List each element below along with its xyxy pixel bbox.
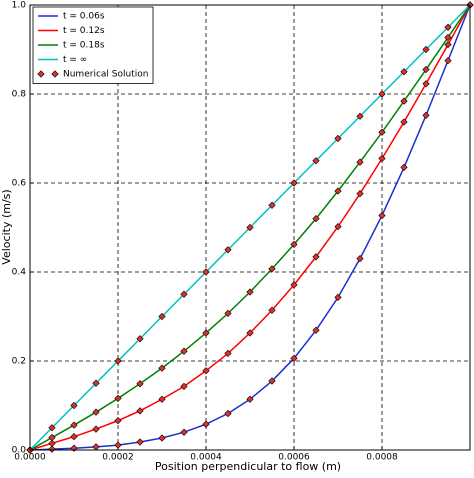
y-tick-label: 0.2: [12, 357, 26, 367]
numerical-marker: [202, 367, 210, 375]
numerical-marker: [224, 309, 232, 318]
legend-label: Numerical Solution: [63, 70, 148, 80]
numerical-marker: [202, 420, 210, 428]
numerical-marker: [180, 290, 188, 298]
numerical-marker: [246, 329, 254, 337]
y-axis-label: Velocity (m/s): [0, 189, 13, 264]
y-tick-label: 0.4: [12, 268, 27, 278]
numerical-marker: [422, 65, 430, 74]
numerical-marker: [444, 57, 452, 65]
numerical-marker: [422, 80, 430, 88]
numerical-marker: [136, 380, 144, 388]
numerical-marker: [356, 190, 364, 198]
numerical-marker: [158, 395, 166, 403]
numerical-marker: [312, 157, 320, 165]
numerical-marker: [158, 364, 166, 372]
numerical-marker: [92, 379, 100, 387]
numerical-marker: [400, 163, 408, 172]
numerical-marker: [290, 281, 298, 289]
numerical-marker: [378, 154, 386, 163]
numerical-marker: [114, 441, 122, 449]
numerical-marker: [202, 329, 210, 337]
legend-label: t = 0.12s: [63, 26, 105, 36]
numerical-marker: [400, 68, 408, 76]
numerical-marker: [268, 306, 276, 314]
y-tick-label: 0.8: [12, 90, 27, 100]
x-tick-label: 0.0006: [278, 453, 310, 463]
x-tick-label: 0.0002: [102, 453, 134, 463]
numerical-marker: [356, 255, 364, 263]
y-tick-label: 1.0: [12, 1, 27, 11]
x-tick-label: 0.0000: [14, 453, 46, 463]
numerical-marker: [334, 293, 342, 301]
numerical-marker: [378, 128, 386, 136]
numerical-marker: [334, 134, 342, 143]
numerical-marker: [268, 265, 276, 273]
numerical-marker: [356, 158, 364, 166]
numerical-marker: [114, 417, 122, 425]
numerical-marker: [48, 424, 56, 432]
y-tick-label: 0.6: [12, 179, 27, 189]
numerical-marker: [290, 240, 298, 249]
numerical-marker: [312, 214, 320, 223]
numerical-marker: [312, 326, 320, 334]
numerical-marker: [92, 443, 100, 451]
numerical-marker: [224, 409, 232, 418]
numerical-marker: [268, 377, 276, 385]
numerical-marker: [92, 408, 100, 416]
numerical-marker: [334, 187, 342, 195]
numerical-marker: [48, 439, 56, 447]
numerical-marker: [136, 335, 144, 343]
x-tick-label: 0.0004: [190, 453, 222, 463]
numerical-marker: [224, 246, 232, 254]
numerical-marker: [290, 179, 298, 187]
numerical-marker: [400, 118, 408, 126]
numerical-marker: [48, 445, 56, 453]
numerical-marker: [202, 268, 210, 276]
numerical-marker: [70, 421, 78, 429]
numerical-marker: [356, 112, 364, 120]
numerical-marker: [268, 201, 276, 209]
numerical-marker: [48, 433, 56, 442]
numerical-marker: [70, 401, 78, 410]
x-axis-label: Position perpendicular to flow (m): [155, 460, 341, 473]
numerical-marker: [70, 433, 78, 441]
plot-frame: [29, 4, 471, 451]
numerical-marker: [92, 425, 100, 433]
numerical-marker: [246, 223, 254, 232]
numerical-marker: [378, 90, 386, 98]
legend-swatch: [51, 70, 59, 78]
numerical-marker: [158, 434, 166, 442]
numerical-marker: [422, 45, 430, 54]
numerical-marker: [378, 211, 386, 220]
numerical-marker: [180, 428, 188, 436]
numerical-marker: [224, 349, 232, 358]
numerical-marker: [180, 347, 188, 355]
numerical-marker: [246, 395, 254, 403]
numerical-marker: [114, 394, 122, 403]
numerical-marker: [136, 407, 144, 415]
numerical-marker: [180, 382, 188, 390]
legend-swatch: [37, 70, 45, 78]
numerical-marker: [444, 23, 452, 31]
legend-label: t = 0.18s: [63, 41, 105, 51]
legend-label: t = 0.06s: [63, 12, 105, 22]
numerical-marker: [290, 354, 298, 362]
numerical-marker: [312, 253, 320, 261]
numerical-marker: [422, 111, 430, 119]
y-tick-label: 0.0: [12, 446, 27, 456]
numerical-marker: [246, 288, 254, 296]
numerical-marker: [158, 312, 166, 321]
x-tick-label: 0.0008: [366, 453, 398, 463]
numerical-marker: [444, 33, 452, 42]
numerical-marker: [334, 222, 342, 231]
numerical-marker: [136, 438, 144, 446]
numerical-marker: [114, 357, 122, 365]
numerical-marker: [400, 97, 408, 105]
legend-label: t = ∞: [63, 55, 87, 65]
numerical-marker: [444, 40, 452, 49]
